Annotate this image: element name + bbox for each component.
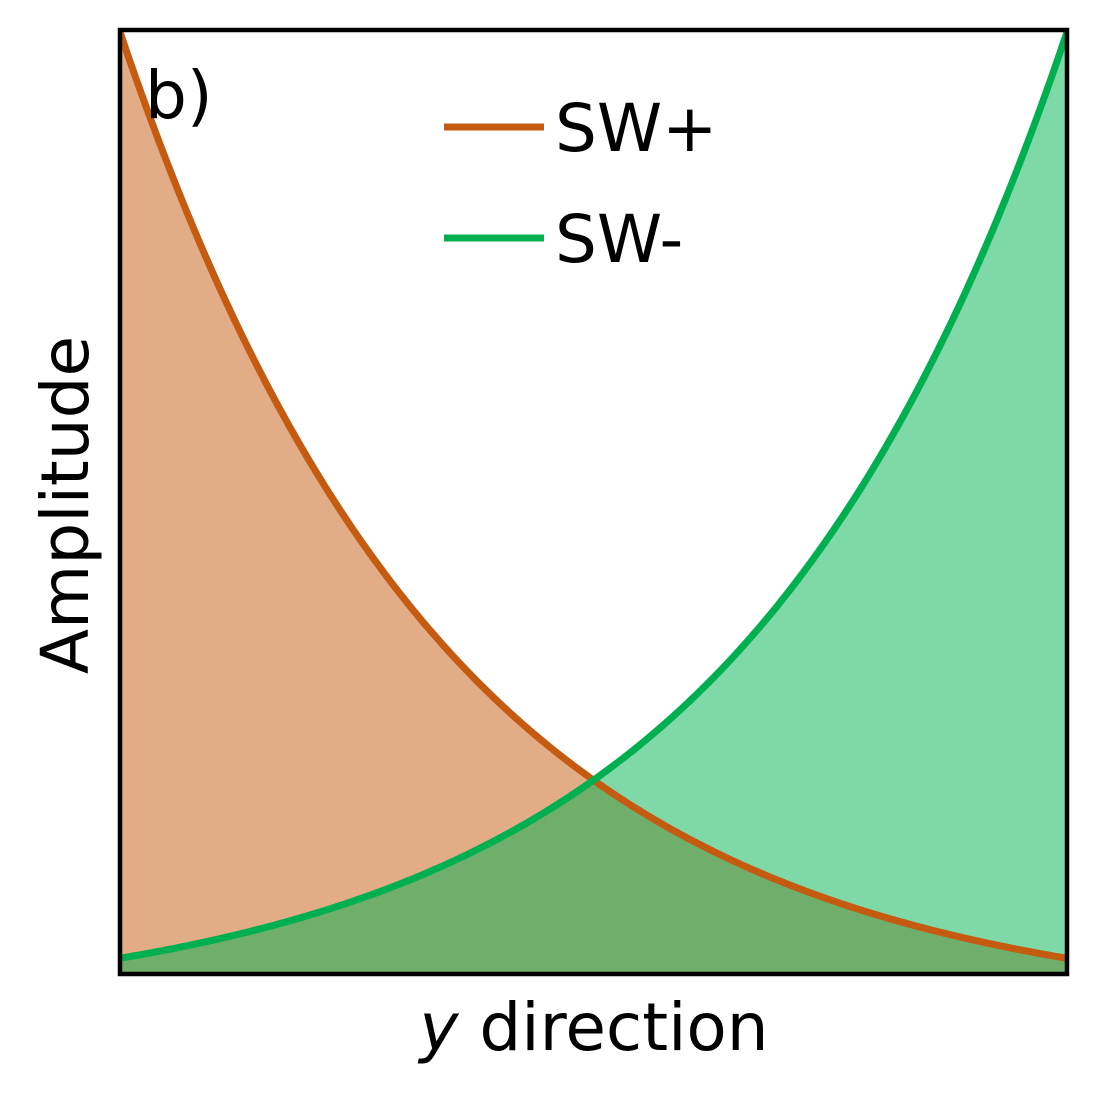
x-axis-label-text: direction [458,989,768,1066]
panel-label: b) [145,57,213,134]
series-area-1 [120,32,1067,974]
legend: SW+ SW- [444,90,717,278]
y-axis-label: Amplitude [27,336,104,674]
x-axis-label: y direction [417,989,768,1066]
x-axis-label-variable: y [417,989,459,1066]
plot-area [120,30,1067,974]
series-area-2 [120,32,1067,974]
plot-frame [117,27,1070,977]
overlap-area [120,780,1067,974]
series-line-2 [120,30,1067,962]
legend-label-2: SW- [555,201,683,278]
legend-label-1: SW+ [555,90,717,167]
